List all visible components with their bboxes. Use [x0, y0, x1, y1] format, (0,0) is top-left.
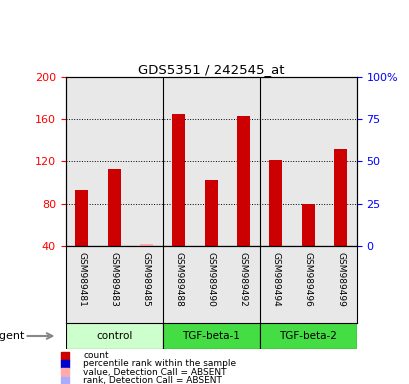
Point	[175, 15, 182, 21]
Text: value, Detection Call = ABSENT: value, Detection Call = ABSENT	[83, 368, 226, 377]
Point	[207, 23, 214, 29]
Text: GSM989492: GSM989492	[238, 252, 247, 307]
Text: percentile rank within the sample: percentile rank within the sample	[83, 359, 236, 369]
Point	[110, 20, 117, 26]
Point	[78, 23, 85, 29]
Point	[304, 26, 311, 33]
Text: rank, Detection Call = ABSENT: rank, Detection Call = ABSENT	[83, 376, 221, 384]
Point	[61, 353, 68, 359]
Bar	[236, 116, 249, 246]
Point	[240, 15, 246, 21]
Bar	[204, 180, 217, 246]
Point	[61, 369, 68, 375]
Point	[61, 361, 68, 367]
Text: TGF-beta-1: TGF-beta-1	[182, 331, 240, 341]
Bar	[269, 160, 282, 246]
Title: GDS5351 / 242545_at: GDS5351 / 242545_at	[137, 63, 284, 76]
Point	[272, 18, 279, 24]
Bar	[301, 204, 314, 246]
Text: GSM989496: GSM989496	[303, 252, 312, 307]
Text: agent: agent	[0, 331, 25, 341]
Text: GSM989485: GSM989485	[142, 252, 151, 307]
Text: GSM989490: GSM989490	[206, 252, 215, 307]
Bar	[65, 323, 162, 349]
Text: count: count	[83, 351, 108, 360]
Text: GSM989499: GSM989499	[335, 252, 344, 307]
Bar	[162, 323, 259, 349]
Text: GSM989483: GSM989483	[109, 252, 118, 307]
Bar	[139, 244, 153, 246]
Text: GSM989481: GSM989481	[77, 252, 86, 307]
Bar	[259, 323, 356, 349]
Text: TGF-beta-2: TGF-beta-2	[279, 331, 336, 341]
Point	[337, 15, 343, 21]
Point	[61, 377, 68, 384]
Text: control: control	[96, 331, 132, 341]
Bar	[172, 114, 185, 246]
Bar	[75, 190, 88, 246]
Bar	[333, 149, 346, 246]
Text: GSM989488: GSM989488	[174, 252, 183, 307]
Text: GSM989494: GSM989494	[271, 252, 280, 307]
Bar	[108, 169, 120, 246]
Point	[143, 60, 149, 66]
